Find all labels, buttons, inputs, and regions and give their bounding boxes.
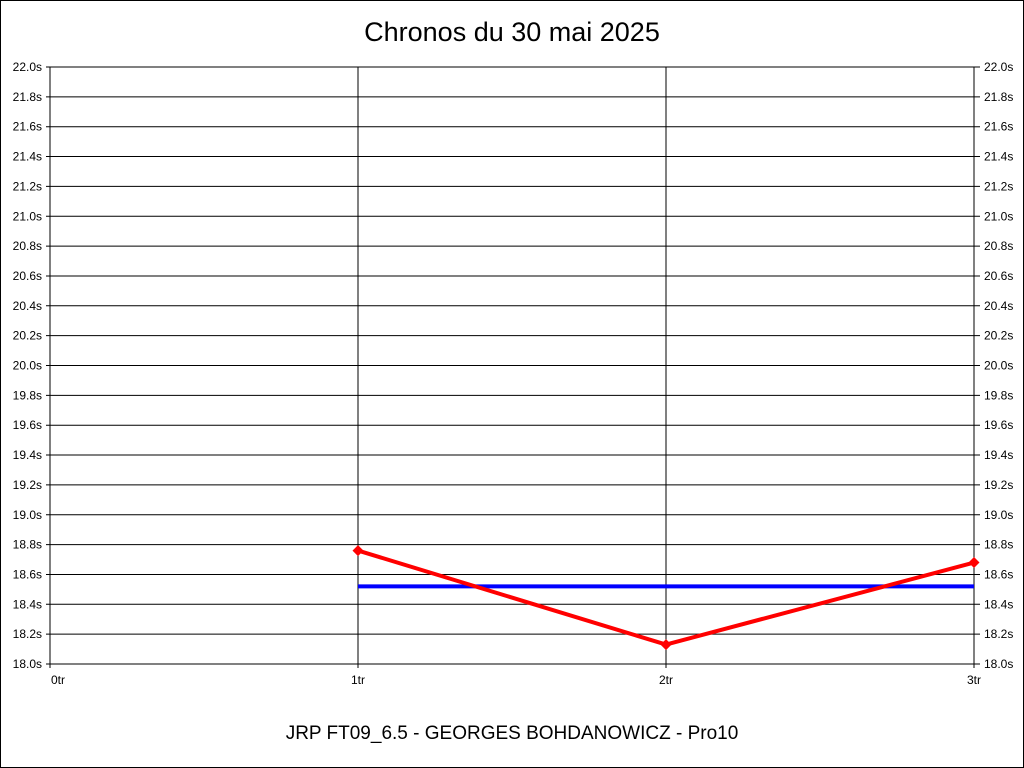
y-tick-label-right: 19.8s	[984, 388, 1013, 402]
y-tick-label-left: 18.8s	[13, 538, 42, 552]
y-tick-label-right: 18.0s	[984, 657, 1013, 671]
y-tick-label-left: 20.8s	[13, 239, 42, 253]
y-tick-label-right: 19.6s	[984, 418, 1013, 432]
x-tick-label: 3tr	[967, 673, 981, 687]
x-axis-labels: 0tr 1tr 2tr 3tr	[51, 673, 981, 687]
chart-footer-label: JRP FT09_6.5 - GEORGES BOHDANOWICZ - Pro…	[285, 723, 739, 744]
data-point-marker	[352, 545, 364, 557]
y-tick-label-left: 18.4s	[13, 597, 42, 611]
data-point-marker	[968, 557, 980, 569]
data-point-marker	[660, 639, 672, 651]
y-tick-label-right: 21.4s	[984, 150, 1013, 164]
y-tick-label-left: 20.6s	[13, 269, 42, 283]
y-tick-label-right: 20.8s	[984, 239, 1013, 253]
y-axis-labels-left: 18.0s 18.2s 18.4s 18.6s 18.8s 19.0s 19.2s 19.4s…	[13, 60, 42, 671]
x-tick-label: 1tr	[351, 673, 365, 687]
series-chronos-tours	[352, 545, 980, 651]
y-tick-label-left: 21.2s	[13, 179, 42, 193]
y-tick-label-left: 20.0s	[13, 359, 42, 373]
y-tick-label-left: 22.0s	[13, 60, 42, 74]
y-tick-label-left: 21.4s	[13, 150, 42, 164]
y-tick-label-left: 21.8s	[13, 90, 42, 104]
y-tick-label-right: 18.4s	[984, 597, 1013, 611]
chart-title: Chronos du 30 mai 2025	[364, 17, 660, 47]
y-tick-label-right: 18.8s	[984, 538, 1013, 552]
gridlines-group	[46, 66, 980, 668]
y-tick-label-left: 18.2s	[13, 627, 42, 641]
y-tick-label-left: 19.2s	[13, 478, 42, 492]
y-tick-label-left: 19.0s	[13, 508, 42, 522]
y-tick-label-left: 19.4s	[13, 448, 42, 462]
y-tick-label-right: 21.6s	[984, 120, 1013, 134]
y-tick-label-right: 18.6s	[984, 567, 1013, 581]
y-tick-label-right: 19.2s	[984, 478, 1013, 492]
y-tick-label-right: 21.2s	[984, 179, 1013, 193]
y-tick-label-right: 21.0s	[984, 209, 1013, 223]
x-tick-label: 2tr	[659, 673, 673, 687]
y-tick-label-right: 20.4s	[984, 299, 1013, 313]
y-tick-label-right: 22.0s	[984, 60, 1013, 74]
y-tick-label-right: 20.0s	[984, 359, 1013, 373]
x-tick-label: 0tr	[51, 673, 65, 687]
y-tick-label-left: 21.0s	[13, 209, 42, 223]
y-tick-label-right: 18.2s	[984, 627, 1013, 641]
y-tick-label-left: 19.6s	[13, 418, 42, 432]
y-tick-label-left: 18.6s	[13, 567, 42, 581]
y-tick-label-right: 20.6s	[984, 269, 1013, 283]
y-tick-label-left: 20.2s	[13, 329, 42, 343]
y-tick-label-right: 20.2s	[984, 329, 1013, 343]
y-tick-label-right: 19.4s	[984, 448, 1013, 462]
y-tick-label-right: 21.8s	[984, 90, 1013, 104]
y-tick-label-left: 21.6s	[13, 120, 42, 134]
y-tick-label-left: 20.4s	[13, 299, 42, 313]
y-tick-label-left: 18.0s	[13, 657, 42, 671]
y-axis-labels-right: 18.0s 18.2s 18.4s 18.6s 18.8s 19.0s 19.2s 19.4s…	[984, 60, 1013, 671]
y-tick-label-right: 19.0s	[984, 508, 1013, 522]
y-tick-label-left: 19.8s	[13, 388, 42, 402]
